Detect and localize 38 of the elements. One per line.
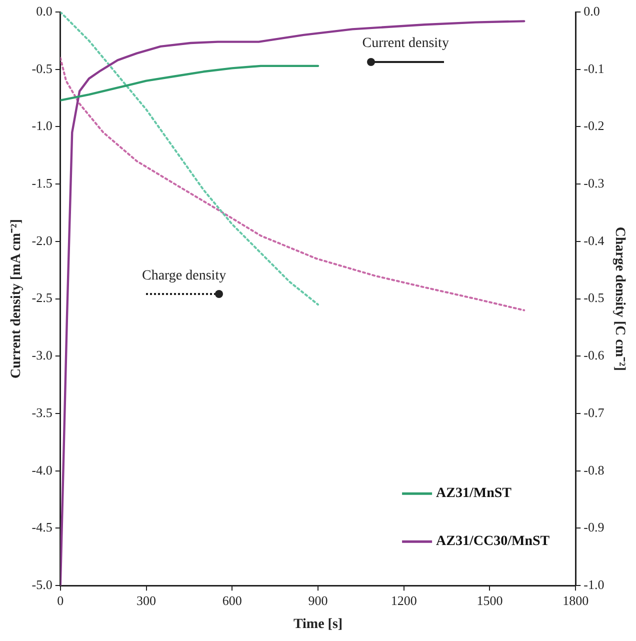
y-tick-label: -0.5 (32, 60, 52, 76)
line-series (60, 56, 526, 312)
x-tick-label: 1200 (390, 592, 417, 608)
y2-tick-label: -0.4 (584, 232, 605, 248)
y2-tick-label: -0.9 (584, 520, 604, 535)
y-axis-title: Current density [mA cm⁻²] (9, 219, 24, 379)
line-series (60, 12, 319, 306)
y2-tick-label: -0.5 (584, 290, 604, 306)
legend-label: AZ31/MnST (436, 486, 512, 502)
y-tick-label: 0.0 (36, 3, 52, 18)
x-tick-label: 600 (222, 592, 242, 608)
x-tick-label: 900 (308, 592, 328, 608)
x-tick-label: 1800 (562, 592, 589, 608)
y-tick-label: -1.0 (32, 118, 52, 134)
y-tick-label: -4.5 (32, 520, 52, 535)
y2-tick-label: -0.3 (584, 176, 604, 190)
y2-tick-label: -0.2 (584, 118, 604, 134)
y2-axis-title: Charge density [C cm⁻²] (612, 226, 627, 371)
y2-tick-label: -1.0 (584, 577, 604, 592)
x-tick-label: 300 (136, 592, 156, 608)
y-tick-label: -4.0 (32, 462, 52, 478)
x-tick-label: 0 (57, 592, 64, 608)
y2-tick-label: -0.1 (584, 60, 604, 76)
annotation: Current density (362, 36, 449, 52)
y-tick-label: -3.5 (32, 404, 52, 420)
y-tick-label: -1.5 (32, 176, 52, 190)
y-tick-label: -5.0 (32, 577, 52, 592)
y-tick-label: -2.5 (32, 290, 52, 306)
y2-tick-label: 0.0 (584, 3, 600, 18)
x-tick-label: 1500 (476, 592, 503, 608)
y-tick-label: -3.0 (32, 348, 52, 363)
y2-tick-label: -0.6 (584, 348, 605, 363)
annotation: Charge density (142, 268, 226, 284)
y-tick-label: -2.0 (32, 232, 52, 248)
legend-label: AZ31/CC30/MnST (436, 534, 550, 550)
y2-tick-label: -0.8 (584, 462, 604, 478)
y2-tick-label: -0.7 (584, 404, 605, 420)
x-axis-title: Time [s] (293, 617, 343, 632)
